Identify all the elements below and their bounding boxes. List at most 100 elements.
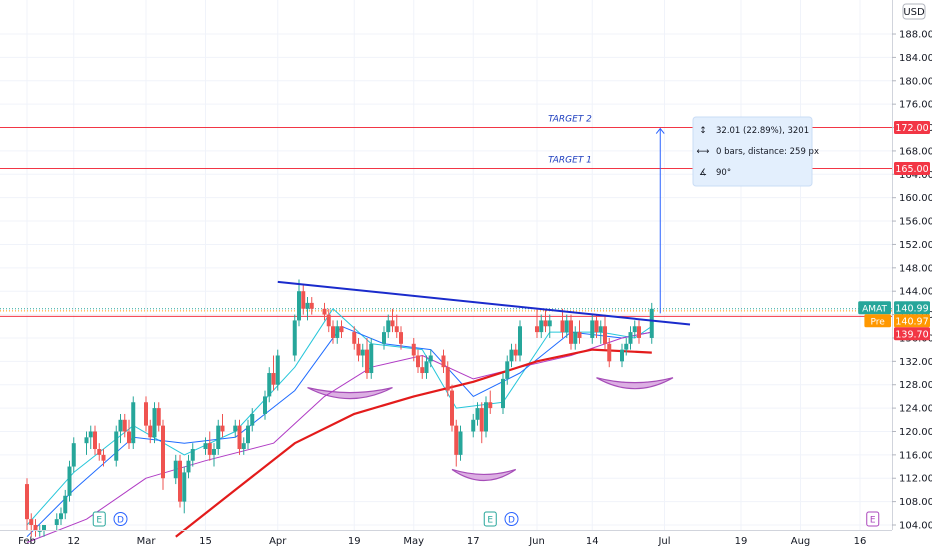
candle-body: [475, 408, 480, 420]
candle-body: [547, 320, 552, 327]
candle-body: [271, 373, 276, 385]
candle-body: [501, 378, 505, 409]
x-axis-ticks: Feb 12 Mar 15 Apr 19 May 17 Jun 14 Jul 19 Aug 16: [18, 536, 866, 547]
target-label: TARGET 1: [548, 155, 592, 165]
price-label: 140.99 AMAT: [858, 301, 930, 315]
price-label-text: 172.00: [895, 123, 928, 134]
y-tick-label: 160.00: [899, 193, 932, 204]
candle: [241, 437, 246, 455]
candle-body: [186, 460, 191, 473]
earnings-marker[interactable]: E: [92, 511, 106, 527]
candle-body: [590, 320, 595, 338]
candle: [54, 513, 59, 531]
x-tick-label: 15: [199, 536, 212, 547]
measure-tool[interactable]: ↕ 32.01 (22.89%), 3201 ⟷ 0 bars, distance: …: [655, 116, 819, 314]
candle: [501, 373, 505, 414]
candle-body: [624, 343, 629, 350]
candle-body: [144, 402, 148, 426]
candle: [186, 454, 191, 479]
measure-info-box: [692, 116, 813, 187]
candle: [471, 413, 476, 438]
candle: [382, 326, 386, 350]
x-tick-label: 12: [67, 536, 80, 547]
price-tag-text: Pre: [871, 317, 886, 327]
candle: [569, 314, 573, 350]
earnings-marker[interactable]: E: [483, 511, 497, 527]
candle: [216, 419, 221, 455]
price-label-bg: [894, 121, 930, 135]
candle-body: [339, 326, 344, 333]
candle-body: [42, 525, 46, 531]
x-tick-label: Jul: [657, 536, 670, 547]
candle-body: [267, 373, 272, 397]
candle-body: [233, 425, 238, 432]
y-tick-label: 176.00: [899, 100, 932, 111]
candle: [594, 314, 599, 338]
candle: [246, 419, 250, 450]
candle: [560, 308, 565, 338]
candle-body: [263, 396, 267, 414]
candle-body: [360, 349, 365, 356]
candle: [148, 419, 153, 444]
candle-body: [428, 355, 433, 362]
candle: [127, 419, 131, 450]
candle-body: [203, 443, 208, 450]
candle: [590, 314, 595, 344]
candle-body: [394, 326, 399, 333]
currency-badge[interactable]: USD: [902, 3, 926, 20]
candle: [84, 431, 89, 455]
candle: [386, 314, 391, 338]
candle: [322, 302, 327, 321]
price-label-bg: [894, 327, 930, 341]
candle-body: [275, 355, 280, 385]
candle: [331, 320, 335, 344]
candle: [275, 349, 280, 391]
candle-body: [628, 332, 633, 344]
cup-arc: [307, 387, 393, 400]
candle: [122, 413, 127, 438]
candle-body: [632, 326, 637, 333]
candle-body: [37, 530, 42, 532]
candle-body: [326, 314, 331, 327]
candle-body: [93, 431, 97, 450]
candle-body: [513, 349, 518, 356]
candle: [305, 297, 310, 321]
candle-body: [509, 349, 514, 362]
measure-row-icon: ∡: [699, 168, 707, 178]
candle: [458, 425, 463, 461]
dividend-marker[interactable]: D: [504, 512, 519, 526]
event-label: D: [117, 516, 124, 526]
candle-body: [518, 326, 522, 356]
trendline[interactable]: [277, 280, 691, 326]
candle-body: [356, 343, 361, 356]
candle-body: [454, 425, 459, 455]
candle: [297, 279, 301, 327]
candle-body: [390, 320, 395, 327]
candle-body: [297, 291, 301, 321]
candle: [301, 285, 306, 315]
dividend-marker[interactable]: D: [113, 512, 128, 526]
candle: [424, 355, 429, 379]
candle-body: [369, 343, 374, 374]
candle: [59, 507, 63, 525]
candle-body: [250, 413, 255, 426]
axes: [0, 0, 893, 531]
candle: [505, 355, 510, 385]
candle-body: [569, 320, 573, 344]
candle: [220, 413, 225, 438]
price-tag-bg: [864, 314, 891, 328]
candle: [97, 443, 102, 461]
candle-body: [118, 419, 123, 432]
candle: [190, 443, 195, 467]
y-tick-label: 132.00: [899, 357, 932, 368]
candle-body: [352, 332, 357, 344]
candle-body: [441, 355, 446, 368]
earnings-marker[interactable]: E: [866, 511, 880, 527]
price-label-bg: [894, 161, 930, 175]
price-label: 140.97 Pre: [864, 314, 930, 328]
event-shape: [483, 511, 497, 527]
candle-body: [450, 390, 454, 426]
y-tick-label: 112.00: [899, 474, 932, 485]
